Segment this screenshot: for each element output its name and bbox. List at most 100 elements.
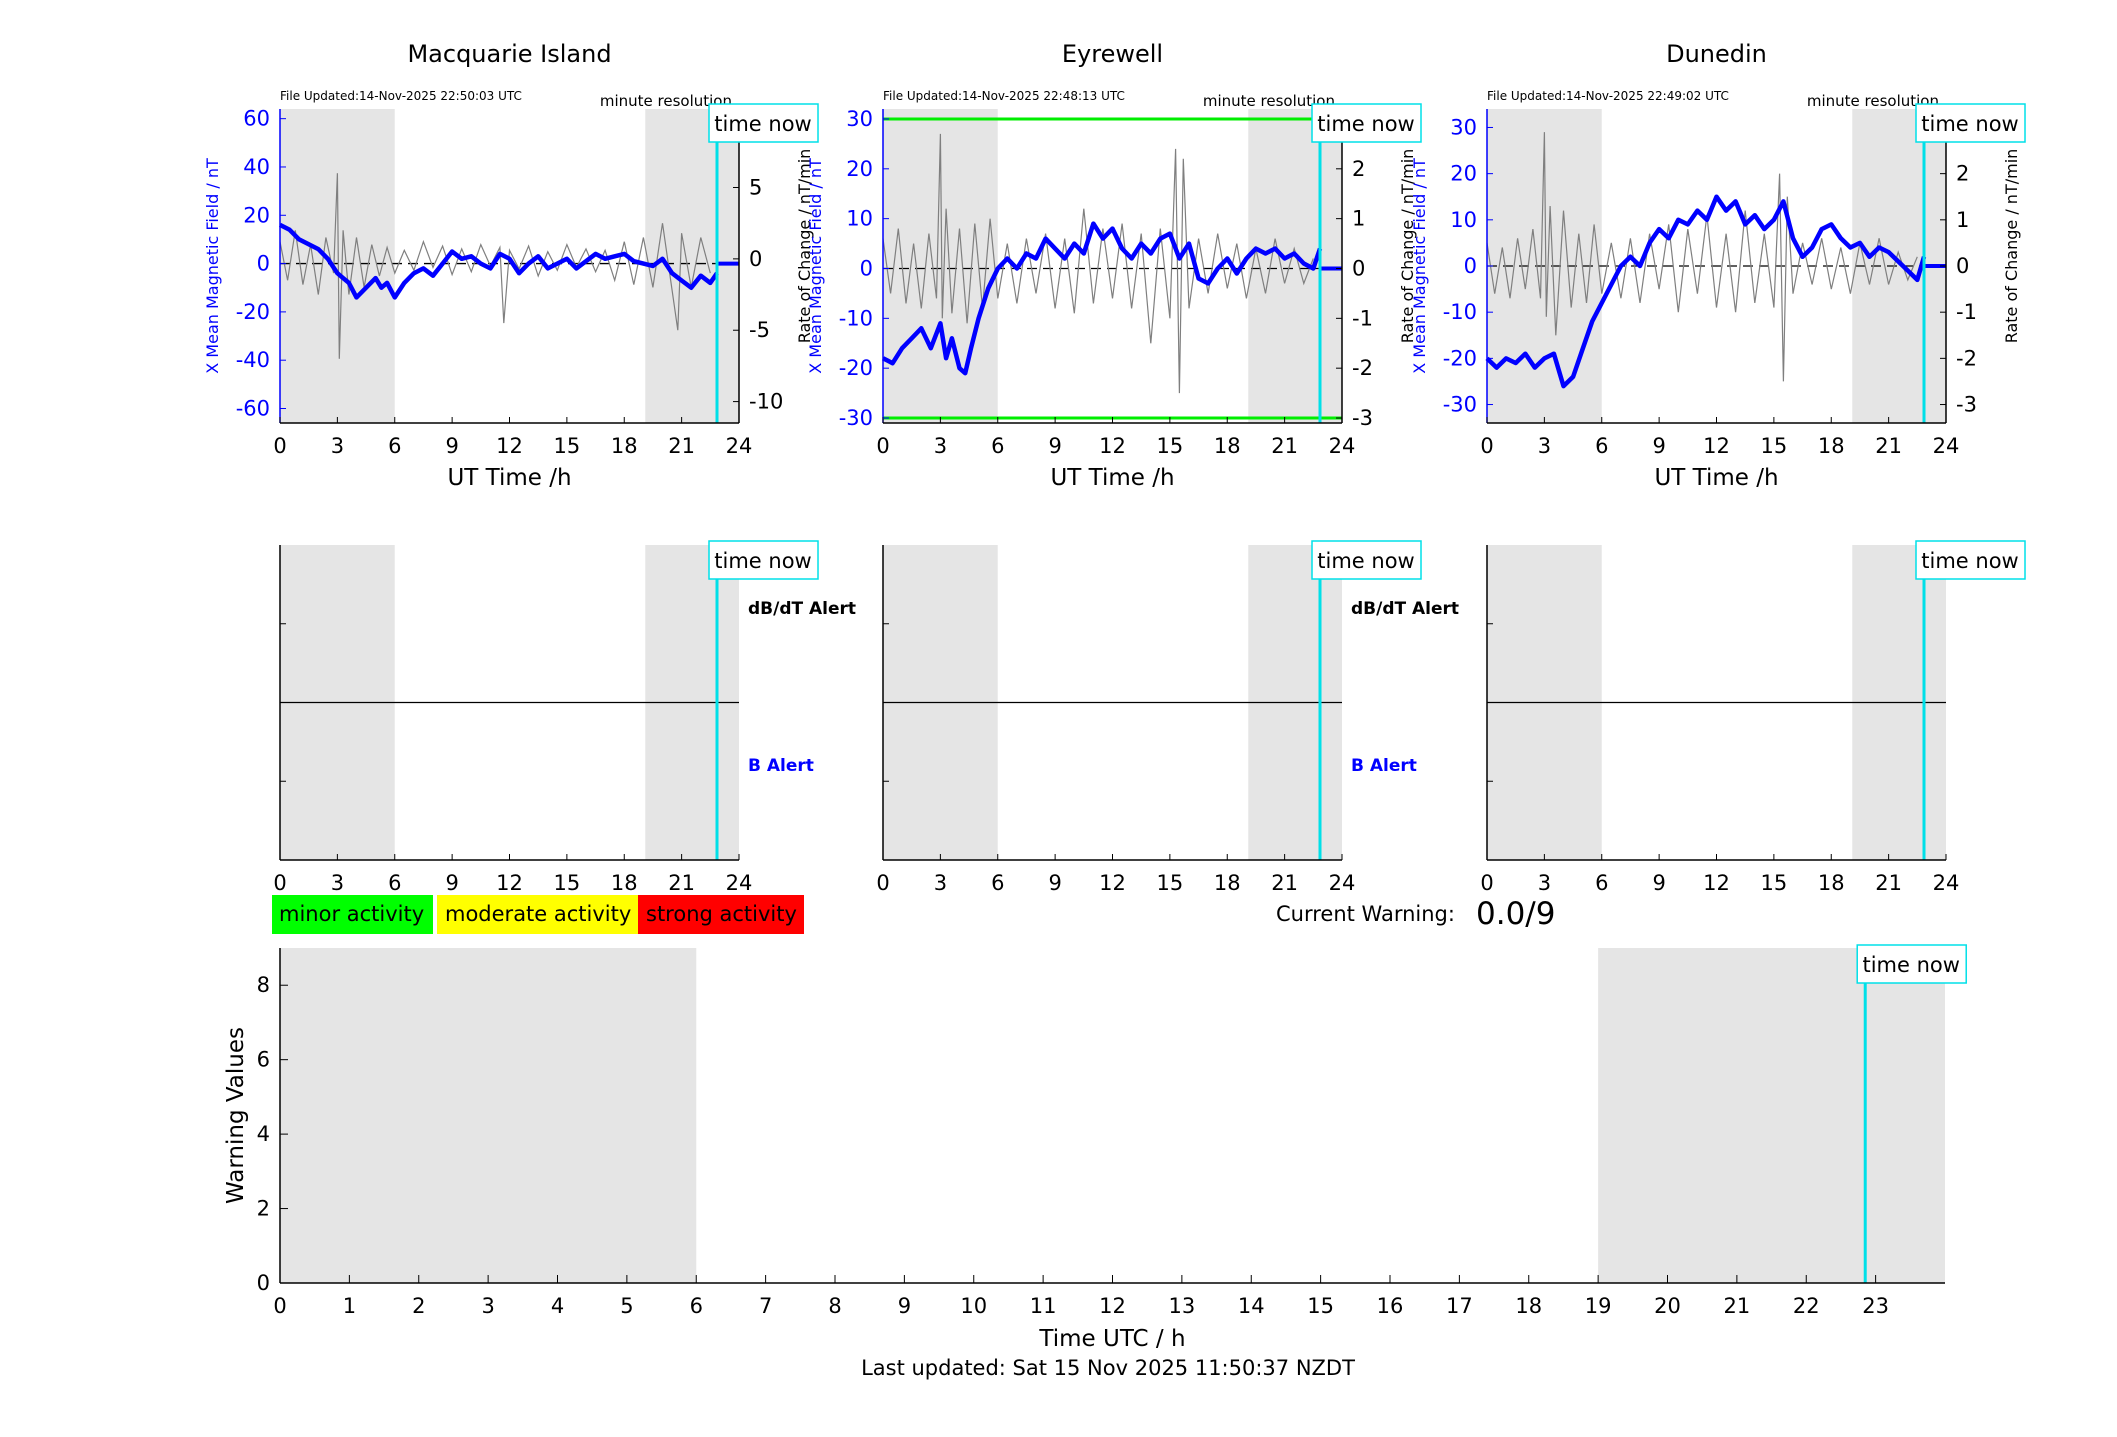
- alert-panel-macquarie-island: 0 3 6 9 12 15 18 21 24 dB/dT Alert B Alert time now: [273, 540, 856, 895]
- x-tick-label: 12: [1099, 871, 1126, 895]
- x-tick-label: 12: [1703, 434, 1730, 458]
- right-y-tick-label: 5: [749, 176, 762, 200]
- last-updated: Last updated: Sat 15 Nov 2025 11:50:37 N…: [861, 1356, 1355, 1380]
- night-shading: [280, 948, 697, 1283]
- right-y-axis-label: Rate of Change / nT/min: [1398, 149, 1417, 344]
- x-tick-label: 9: [445, 434, 458, 458]
- x-tick-label: 15: [554, 434, 581, 458]
- x-tick-label: 24: [726, 871, 753, 895]
- x-tick-label: 3: [331, 434, 344, 458]
- x-tick-label: 0: [1480, 434, 1493, 458]
- right-y-tick-label: 0: [1352, 256, 1365, 280]
- right-y-tick-label: 2: [1956, 162, 1969, 186]
- night-shading: [1598, 948, 1945, 1283]
- x-tick-label: 20: [1654, 1294, 1681, 1318]
- y-tick-label: -40: [236, 348, 270, 372]
- magnetic-field-series: [1485, 194, 1927, 389]
- x-tick-label: 4: [551, 1294, 564, 1318]
- x-tick-label: 9: [1048, 434, 1061, 458]
- y-tick-label: 0: [860, 256, 873, 280]
- x-tick-label: 3: [481, 1294, 494, 1318]
- time-now-box: [708, 103, 819, 143]
- y-tick-label: -30: [1443, 393, 1477, 417]
- right-y-tick-label: 0: [749, 247, 762, 271]
- time-now-box: [1856, 944, 1967, 984]
- right-y-tick-label: 0: [1956, 254, 1969, 278]
- x-tick-label: 0: [876, 434, 889, 458]
- y-tick-label: -60: [236, 397, 270, 421]
- panel-eyrewell: 03691215182124-30-20-100102030-3-2-10123…: [806, 40, 1422, 491]
- x-tick-label: 21: [668, 871, 695, 895]
- x-tick-label: 15: [1157, 434, 1184, 458]
- x-tick-label: 3: [1538, 434, 1551, 458]
- x-tick-label: 0: [273, 434, 286, 458]
- y-tick-label: 4: [257, 1122, 270, 1146]
- x-tick-label: 19: [1585, 1294, 1612, 1318]
- x-tick-label: 18: [611, 434, 638, 458]
- x-tick-label: 9: [1652, 434, 1665, 458]
- x-tick-label: 18: [611, 871, 638, 895]
- x-tick-label: 24: [1329, 434, 1356, 458]
- x-tick-label: 12: [1703, 871, 1730, 895]
- warning-values-panel: 0 1 2 3 4 5 6 7 8 9 10 11 12 13 14 15 16 17 18 19 20 21 22 2302…: [223, 944, 1967, 1352]
- x-tick-label: 0: [273, 1294, 286, 1318]
- x-axis-label: UT Time /h: [1654, 465, 1778, 491]
- activity-legend: minor activity moderate activity strong …: [272, 895, 804, 934]
- x-tick-label: 12: [496, 871, 523, 895]
- x-tick-label: 5: [620, 1294, 633, 1318]
- x-tick-label: 9: [1048, 871, 1061, 895]
- x-tick-label: 21: [1271, 434, 1298, 458]
- right-y-axis-label: Rate of Change / nT/min: [795, 149, 814, 344]
- right-y-tick-label: -5: [749, 318, 770, 342]
- x-tick-label: 15: [554, 871, 581, 895]
- resolution-label: minute resolution: [1203, 92, 1335, 110]
- legend-strong-swatch: [638, 895, 804, 934]
- y-tick-label: -20: [839, 356, 873, 380]
- b-alert-label: B Alert: [1351, 756, 1417, 776]
- x-tick-label: 6: [690, 1294, 703, 1318]
- dbdt-alert-label: dB/dT Alert: [1351, 599, 1459, 619]
- x-tick-label: 15: [1761, 434, 1788, 458]
- x-tick-label: 24: [1329, 871, 1356, 895]
- right-y-tick-label: 2: [1352, 157, 1365, 181]
- rate-of-change-series: [882, 133, 1314, 394]
- y-axis-label: X Mean Magnetic Field / nT: [203, 158, 222, 374]
- right-y-tick-label: 1: [1956, 208, 1969, 232]
- y-tick-label: 0: [1464, 254, 1477, 278]
- y-tick-label: 20: [243, 203, 270, 227]
- time-now-box: [1311, 540, 1422, 580]
- x-tick-label: 18: [1818, 871, 1845, 895]
- y-axis-label: Warning Values: [223, 1027, 249, 1204]
- rate-of-change-series: [279, 173, 711, 359]
- night-shading: [645, 109, 739, 423]
- x-tick-label: 21: [1724, 1294, 1751, 1318]
- right-y-tick-label: 1: [1352, 207, 1365, 231]
- x-tick-label: 3: [1538, 871, 1551, 895]
- x-tick-label: 12: [1099, 1294, 1126, 1318]
- x-tick-label: 12: [1099, 434, 1126, 458]
- file-updated-label: File Updated:14-Nov-2025 22:49:02 UTC: [1487, 89, 1729, 103]
- x-tick-label: 9: [898, 1294, 911, 1318]
- y-tick-label: 8: [257, 973, 270, 997]
- legend-strong-label: strong activity: [646, 902, 797, 926]
- y-tick-label: 40: [243, 155, 270, 179]
- right-y-tick-label: -2: [1352, 356, 1373, 380]
- b-alert-label: B Alert: [748, 756, 814, 776]
- x-tick-label: 6: [991, 871, 1004, 895]
- x-tick-label: 9: [445, 871, 458, 895]
- night-shading: [280, 109, 395, 423]
- x-tick-label: 15: [1157, 871, 1184, 895]
- time-now-box: [1915, 540, 2026, 580]
- x-tick-label: 15: [1761, 871, 1788, 895]
- y-tick-label: 30: [1450, 115, 1477, 139]
- legend-moderate-label: moderate activity: [445, 902, 631, 926]
- x-tick-label: 21: [1875, 434, 1902, 458]
- x-tick-label: 3: [934, 434, 947, 458]
- file-updated-label: File Updated:14-Nov-2025 22:50:03 UTC: [280, 89, 522, 103]
- x-tick-label: 3: [331, 871, 344, 895]
- x-tick-label: 21: [668, 434, 695, 458]
- legend-minor-label: minor activity: [279, 902, 424, 926]
- night-shading: [1248, 109, 1342, 423]
- y-tick-label: 20: [846, 157, 873, 181]
- alert-panel-dunedin: 0 3 6 9 12 15 18 21 24 time now: [1480, 540, 2026, 895]
